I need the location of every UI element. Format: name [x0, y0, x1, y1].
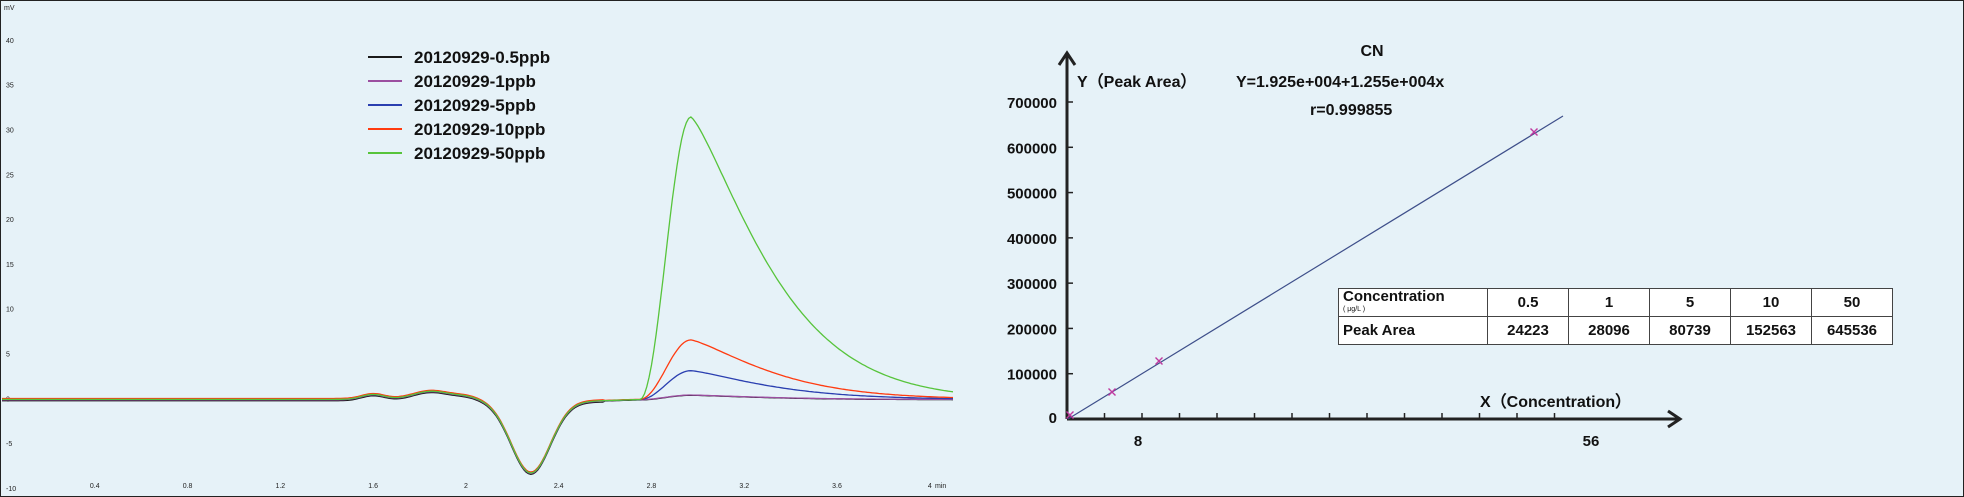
- data-point: [1108, 388, 1116, 396]
- y-tick-label: 0: [1049, 410, 1057, 427]
- x-tick-label: 8: [1134, 433, 1142, 450]
- x-tick-label: 2.8: [647, 483, 657, 490]
- y-tick-label: 20: [6, 217, 14, 224]
- y-tick-label: 600000: [1007, 140, 1057, 157]
- table-cell: 5: [1649, 288, 1731, 317]
- table-cell: 10: [1730, 288, 1812, 317]
- y-tick-label: 200000: [1007, 321, 1057, 338]
- x-axis-label: X（Concentration）: [1480, 393, 1631, 411]
- y-tick-label: 700000: [1007, 95, 1057, 112]
- table-cell: 0.5: [1487, 288, 1569, 317]
- y-tick-label: 300000: [1007, 276, 1057, 293]
- x-tick-label: 3.6: [832, 483, 842, 490]
- fit-line: [1067, 115, 1564, 420]
- y-axis-arrow: [1057, 50, 1077, 66]
- y-tick-label: 30: [6, 127, 14, 134]
- x-tick-label: 3.2: [739, 483, 749, 490]
- legend-label: 20120929-5ppb: [414, 96, 536, 115]
- data-point: [1530, 128, 1538, 136]
- table-row: Peak Area 24223 28096 80739 152563 64553…: [1338, 316, 1893, 345]
- series-line: [2, 339, 953, 473]
- y-tick-label: 5: [6, 352, 10, 359]
- y-tick-label: 400000: [1007, 231, 1057, 248]
- legend-label: 20120929-1ppb: [414, 72, 536, 91]
- table-cell: 1: [1568, 288, 1650, 317]
- data-table: Concentration ( μg/L ) 0.5 1 5 10 50 Pea…: [1338, 288, 1893, 345]
- regression-equation: Y=1.925e+004+1.255e+004x: [1236, 74, 1444, 91]
- x-tick-label: 2: [464, 483, 468, 490]
- y-tick-label: -10: [6, 486, 16, 493]
- x-tick-label: 4: [928, 483, 932, 490]
- table-cell: 24223: [1487, 316, 1569, 345]
- y-tick-label: 100000: [1007, 367, 1057, 384]
- y-tick-label: 10: [6, 307, 14, 314]
- correlation-value: r=0.999855: [1310, 102, 1392, 119]
- y-tick-label: 35: [6, 83, 14, 90]
- table-header-label: Concentration: [1343, 287, 1445, 305]
- series-line: [2, 116, 954, 474]
- y-tick-label: -5: [6, 441, 12, 448]
- x-tick-label: 56: [1583, 433, 1600, 450]
- table-row: Concentration ( μg/L ) 0.5 1 5 10 50: [1338, 287, 1893, 317]
- x-tick-label: 1.2: [275, 483, 285, 490]
- table-cell: 80739: [1649, 316, 1731, 345]
- legend-label: 20120929-10ppb: [414, 120, 545, 139]
- table-cell: 645536: [1811, 316, 1893, 345]
- y-tick-label: 40: [6, 38, 14, 45]
- y-tick-label: 15: [6, 262, 14, 269]
- table-row-label: Peak Area: [1338, 316, 1488, 345]
- x-tick-label: 0.4: [90, 483, 100, 490]
- calibration-title: CN: [1360, 43, 1383, 60]
- legend-label: 20120929-50ppb: [414, 144, 545, 163]
- table-cell: 50: [1811, 288, 1893, 317]
- legend-label: 20120929-0.5ppb: [414, 48, 550, 67]
- x-tick-label: 0.8: [183, 483, 193, 490]
- data-point: [1155, 357, 1163, 365]
- y-axis-label: Y（Peak Area）: [1077, 73, 1196, 91]
- table-cell: 152563: [1730, 316, 1812, 345]
- x-axis-arrow: [1667, 409, 1683, 429]
- y-tick-label: 25: [6, 172, 14, 179]
- table-header-concentration: Concentration ( μg/L ): [1338, 287, 1488, 317]
- y-tick-label: 500000: [1007, 186, 1057, 203]
- x-tick-label: 1.6: [368, 483, 378, 490]
- x-unit-label: min: [935, 483, 946, 490]
- table-cell: 28096: [1568, 316, 1650, 345]
- table-header-unit: ( μg/L ): [1343, 305, 1366, 313]
- y-unit-label: mV: [4, 5, 15, 12]
- x-tick-label: 2.4: [554, 483, 564, 490]
- data-point: [1066, 411, 1074, 419]
